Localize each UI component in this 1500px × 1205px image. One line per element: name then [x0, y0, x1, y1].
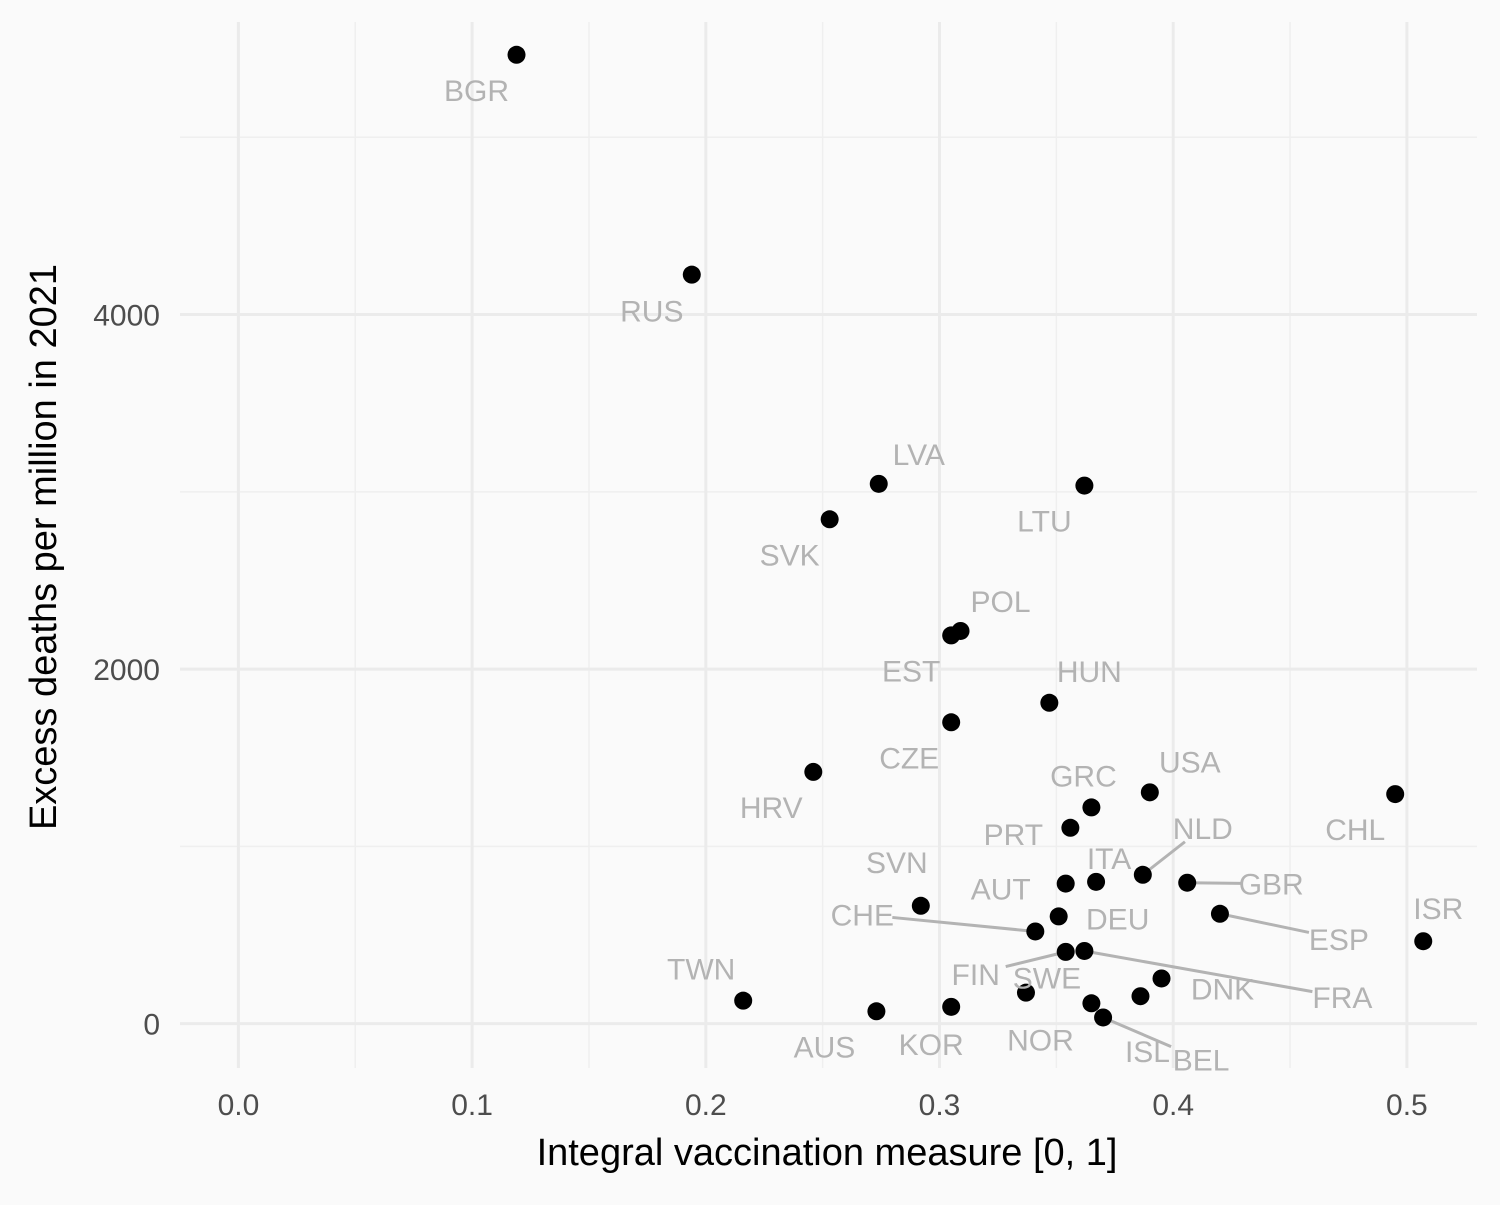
x-axis-title: Integral vaccination measure [0, 1]	[537, 1132, 1118, 1174]
point-grc	[1082, 798, 1101, 817]
point-label-lva: LVA	[893, 439, 945, 472]
x-axis-ticks: 0.0 0.1 0.2 0.3 0.4 0.5	[218, 1089, 1428, 1122]
y-tick-label: 0	[143, 1009, 160, 1042]
point-gbr	[1178, 873, 1197, 892]
point-hrv	[804, 762, 823, 781]
point-lva	[869, 474, 888, 493]
x-tick-label: 0.0	[218, 1089, 260, 1122]
point-label-ltu: LTU	[1017, 506, 1071, 539]
point-label-pol: POL	[971, 586, 1031, 619]
x-tick-label: 0.2	[685, 1089, 727, 1122]
point-label-chl: CHL	[1325, 814, 1385, 847]
point-label-che: CHE	[831, 899, 894, 932]
y-axis-ticks: 0 2000 4000	[93, 300, 160, 1042]
point-label-aus: AUS	[794, 1031, 856, 1064]
point-prt	[1061, 818, 1080, 837]
point-label-nld: NLD	[1173, 813, 1233, 846]
leader-line-fin	[1005, 950, 1067, 969]
point-fra	[1075, 941, 1094, 960]
x-tick-label: 0.4	[1152, 1089, 1194, 1122]
point-nld	[1133, 865, 1152, 884]
major-gridlines	[180, 22, 1477, 1068]
point-ita	[1087, 872, 1106, 891]
point-che	[1026, 922, 1045, 941]
point-labels: BGR RUS LVA LTU SVK POL EST HUN CZE HRV USA CHL GRCP…	[444, 75, 1463, 1078]
leader-line-bel	[1102, 1016, 1172, 1048]
leader-line-esp	[1219, 912, 1310, 934]
point-label-deu: DEU	[1086, 903, 1149, 936]
point-bel	[1094, 1008, 1113, 1027]
point-label-isl: ISL	[1125, 1036, 1170, 1069]
point-label-nor: NOR	[1007, 1024, 1074, 1057]
point-svk	[820, 510, 839, 529]
minor-gridlines	[180, 22, 1477, 1068]
point-label-cze: CZE	[879, 742, 939, 775]
point-dnk	[1152, 969, 1171, 988]
point-swe	[1016, 983, 1035, 1002]
point-bgr	[507, 45, 526, 64]
point-label-rus: RUS	[620, 296, 683, 329]
point-label-twn: TWN	[667, 954, 735, 987]
y-axis-title: Excess deaths per million in 2021	[23, 264, 65, 830]
point-ltu	[1075, 476, 1094, 495]
point-label-svk: SVK	[760, 539, 820, 572]
point-label-esp: ESP	[1309, 924, 1369, 957]
data-points	[507, 45, 1433, 1027]
point-label-est: EST	[882, 655, 940, 688]
point-label-prt: PRT	[984, 819, 1043, 852]
point-cze	[942, 713, 961, 732]
point-label-hrv: HRV	[740, 792, 803, 825]
point-label-isr: ISR	[1413, 893, 1463, 926]
point-label-usa: USA	[1159, 746, 1221, 779]
point-rus	[682, 265, 701, 284]
leader-line-fra	[1084, 949, 1313, 994]
x-tick-label: 0.5	[1386, 1089, 1428, 1122]
point-usa	[1140, 783, 1159, 802]
point-est	[942, 626, 961, 645]
point-label-bgr: BGR	[444, 75, 509, 108]
point-label-bel: BEL	[1173, 1044, 1230, 1077]
x-tick-label: 0.1	[451, 1089, 493, 1122]
point-isr	[1414, 932, 1433, 951]
point-label-fra: FRA	[1312, 982, 1372, 1015]
point-label-hun: HUN	[1057, 656, 1122, 689]
point-aut	[1056, 874, 1075, 893]
point-svn	[911, 896, 930, 915]
point-label-svn: SVN	[866, 847, 928, 880]
point-kor	[942, 997, 961, 1016]
y-tick-label: 2000	[93, 654, 160, 687]
x-tick-label: 0.3	[919, 1089, 961, 1122]
point-esp	[1210, 904, 1229, 923]
point-nor	[1082, 994, 1101, 1013]
point-label-ita: ITA	[1087, 843, 1131, 876]
point-label-kor: KOR	[899, 1029, 964, 1062]
point-chl	[1386, 785, 1405, 804]
leader-line-che	[892, 915, 1036, 933]
point-deu	[1049, 907, 1068, 926]
y-tick-label: 4000	[93, 300, 160, 333]
point-label-fin: FIN	[952, 959, 1000, 992]
point-fin	[1056, 942, 1075, 961]
point-label-aut: AUT	[971, 874, 1031, 907]
point-isl	[1131, 987, 1150, 1006]
point-aus	[867, 1002, 886, 1021]
point-label-swe: SWE	[1013, 963, 1081, 996]
point-twn	[734, 991, 753, 1010]
point-hun	[1040, 693, 1059, 712]
point-label-grc: GRC	[1050, 760, 1117, 793]
point-label-dnk: DNK	[1191, 973, 1254, 1006]
point-label-gbr: GBR	[1239, 869, 1304, 902]
leader-line-gbr	[1187, 881, 1242, 885]
label-leader-lines	[892, 840, 1313, 1048]
